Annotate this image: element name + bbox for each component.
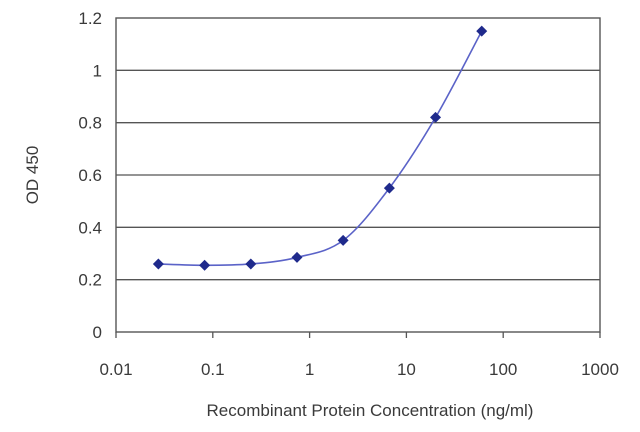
y-tick-label: 0.8 xyxy=(78,114,102,133)
plot-frame xyxy=(115,17,601,333)
y-tick-label: 0.6 xyxy=(78,166,102,185)
data-point xyxy=(337,234,349,246)
y-axis-ticks: 0 0.2 0.4 0.6 0.8 1 1.2 xyxy=(78,9,102,342)
series-line xyxy=(158,30,483,267)
grid-layer xyxy=(116,69,600,281)
x-tick-label: 0.1 xyxy=(201,360,225,379)
x-tick-label: 100 xyxy=(489,360,517,379)
y-axis-label: OD 450 xyxy=(23,146,42,205)
data-point xyxy=(476,25,488,37)
y-tick-label: 0.4 xyxy=(78,218,102,237)
y-tick-label: 0 xyxy=(93,323,102,342)
x-axis-ticks: 0.01 0.1 1 10 100 1000 xyxy=(99,332,619,379)
series-layer xyxy=(152,25,488,271)
data-point xyxy=(430,111,442,123)
x-tick-label: 1000 xyxy=(581,360,619,379)
x-axis-label: Recombinant Protein Concentration (ng/ml… xyxy=(207,401,534,420)
data-point xyxy=(383,182,395,194)
data-point xyxy=(199,259,211,271)
x-tick-label: 0.01 xyxy=(99,360,132,379)
data-point xyxy=(152,258,164,270)
data-point xyxy=(245,258,257,270)
data-point xyxy=(291,251,303,263)
x-tick-label: 10 xyxy=(397,360,416,379)
y-tick-label: 1 xyxy=(93,61,102,80)
y-tick-label: 1.2 xyxy=(78,9,102,28)
y-tick-label: 0.2 xyxy=(78,271,102,290)
x-tick-label: 1 xyxy=(305,360,314,379)
